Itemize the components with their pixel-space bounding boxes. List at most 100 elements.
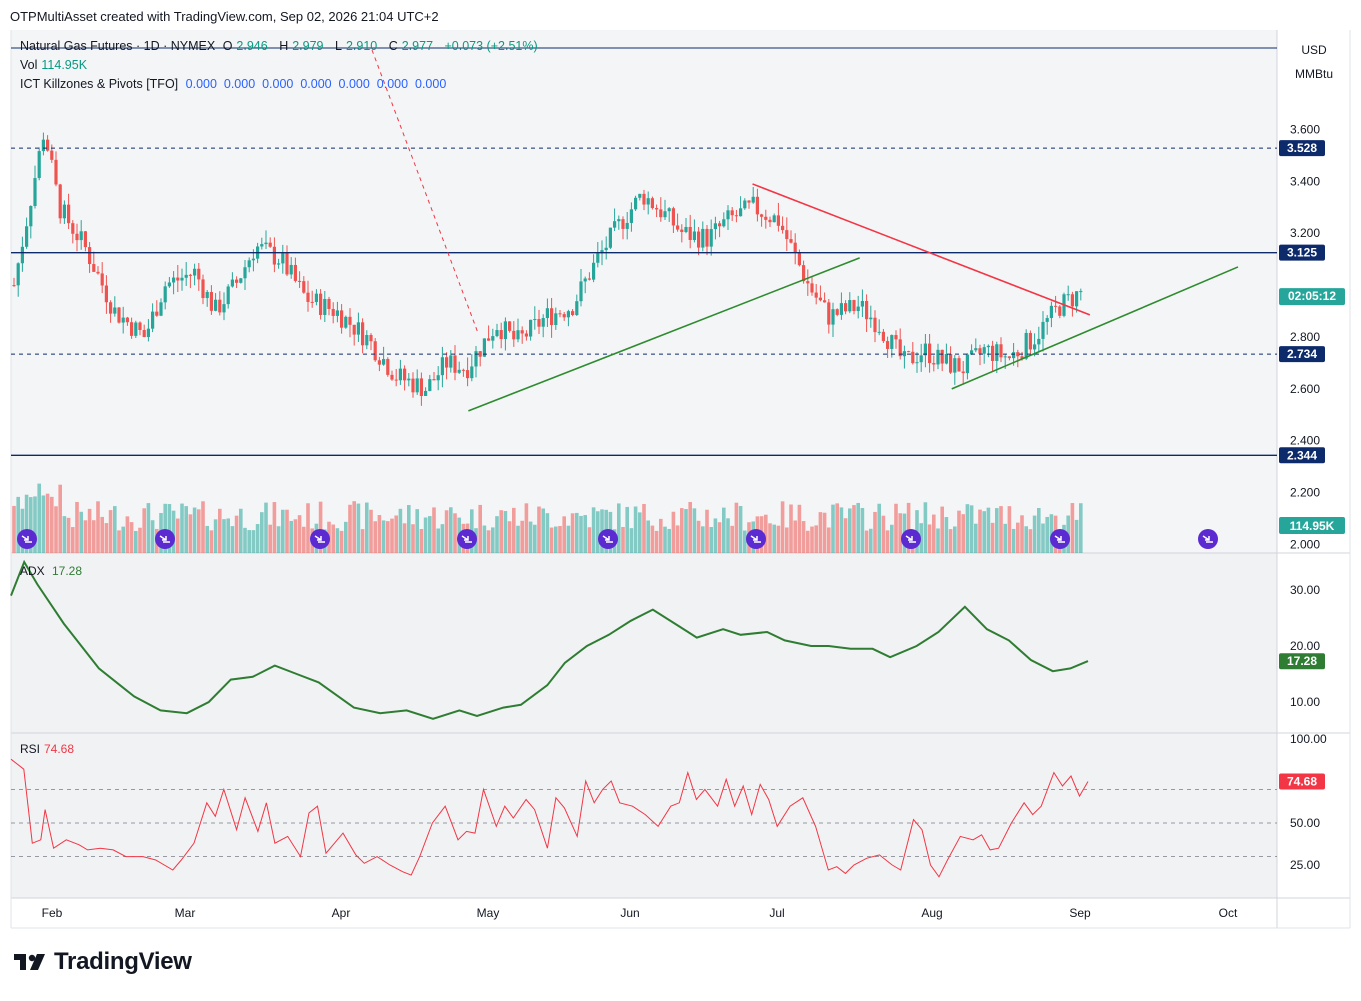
candle-body — [491, 336, 495, 341]
candle-body — [361, 322, 365, 346]
candle-body — [369, 335, 373, 342]
volume-bar — [402, 523, 407, 553]
candle-body — [499, 330, 503, 340]
candle-body — [856, 306, 860, 312]
volume-bar — [344, 521, 348, 553]
volume-bar — [512, 507, 516, 553]
candle-body — [314, 293, 318, 303]
level-label: 3.125 — [1287, 246, 1317, 260]
volume-bar — [638, 512, 642, 553]
candle-body — [919, 355, 923, 363]
volume-legend[interactable]: Vol 114.95K — [20, 58, 91, 72]
volume-bar — [969, 505, 974, 553]
symbol-legend[interactable]: Natural Gas Futures · 1D · NYMEX O 2.946 … — [20, 39, 542, 53]
candle-body — [386, 359, 390, 375]
candle-body — [587, 278, 591, 280]
candle-body — [890, 335, 894, 349]
trendline-rising-1 — [468, 257, 860, 412]
candle-body — [747, 200, 751, 203]
candle-body — [1075, 291, 1079, 307]
candle-body — [230, 279, 234, 287]
candle-body — [1079, 291, 1083, 293]
candle-body — [104, 285, 108, 303]
volume-bar — [377, 515, 382, 553]
volume-bar — [213, 519, 218, 553]
level-tag — [1279, 447, 1325, 464]
candle-body — [424, 390, 428, 397]
candle-body — [1066, 294, 1070, 296]
candle-body — [88, 247, 92, 265]
unit-selector[interactable]: USD MMBtu — [1281, 38, 1347, 86]
volume-bar — [948, 529, 953, 553]
candle-body — [524, 333, 528, 337]
volume-bar — [373, 521, 377, 553]
candle-body — [407, 378, 411, 381]
candle-body — [495, 330, 499, 337]
change-value: +0.073 (+2.51%) — [444, 39, 538, 53]
ict-label: ICT Killzones & Pivots [TFO] — [20, 77, 179, 91]
candle-body — [474, 351, 478, 367]
candle-body — [16, 263, 20, 286]
session-marker-arrow — [461, 535, 472, 543]
volume-bar — [776, 525, 781, 553]
volume-bar — [285, 509, 289, 553]
candle-body — [508, 321, 512, 331]
countdown-tag — [1279, 288, 1345, 306]
volume-bar — [516, 525, 520, 553]
volume-bar — [575, 512, 579, 553]
rsi-pane-bg — [11, 733, 1277, 898]
volume-bar — [688, 501, 692, 553]
volume-bar — [100, 516, 104, 553]
candle-body — [243, 267, 247, 279]
candle-body — [617, 219, 621, 222]
candle-body — [730, 210, 734, 216]
volume-bar — [835, 503, 839, 553]
ict-legend[interactable]: ICT Killzones & Pivots [TFO] 0.000 0.000… — [20, 77, 450, 91]
volume-bar — [583, 515, 587, 553]
volume-bar — [251, 530, 256, 553]
candle-body — [550, 308, 554, 325]
volume-bar — [541, 508, 545, 553]
volume-bar — [621, 526, 625, 553]
volume-bar — [272, 502, 277, 553]
candle-body — [995, 344, 999, 361]
candle-body — [67, 204, 71, 224]
candle-body — [298, 280, 302, 282]
candle-body — [638, 193, 642, 198]
candle-body — [554, 313, 558, 325]
candle-body — [197, 268, 201, 280]
candle-body — [482, 338, 486, 357]
volume-bar — [696, 520, 701, 553]
candle-body — [71, 223, 75, 234]
trendline-falling — [752, 183, 1091, 316]
volume-bar — [944, 517, 949, 553]
adx-value-tag-label: 17.28 — [1287, 654, 1317, 668]
time-tick-label: Aug — [921, 906, 942, 920]
session-marker-arrow — [905, 535, 916, 543]
volume-bar — [709, 526, 713, 553]
candle-body — [953, 358, 957, 373]
volume-bar — [16, 496, 20, 553]
candle-body — [1024, 332, 1028, 359]
price-tick-label: 2.800 — [1290, 330, 1320, 344]
candle-body — [323, 298, 327, 315]
candle-body — [50, 150, 54, 160]
level-tag — [1279, 346, 1325, 363]
volume-bar — [398, 508, 403, 553]
rsi-value-tag — [1279, 773, 1325, 790]
volume-bar — [281, 509, 285, 553]
volume-bar — [768, 523, 772, 553]
volume-bar — [801, 521, 806, 553]
time-tick-label: Apr — [332, 906, 351, 920]
rsi-value-tag-label: 74.68 — [1287, 775, 1317, 789]
candle-body — [188, 274, 192, 276]
candle-body — [709, 229, 713, 247]
volume-bar — [386, 521, 390, 553]
candle-body — [1049, 305, 1053, 319]
price-tick-label: 3.200 — [1290, 226, 1320, 240]
volume-bar — [176, 518, 180, 553]
tradingview-logo[interactable]: TradingView — [14, 948, 192, 976]
volume-bar — [864, 530, 869, 553]
volume-bar — [785, 527, 789, 553]
